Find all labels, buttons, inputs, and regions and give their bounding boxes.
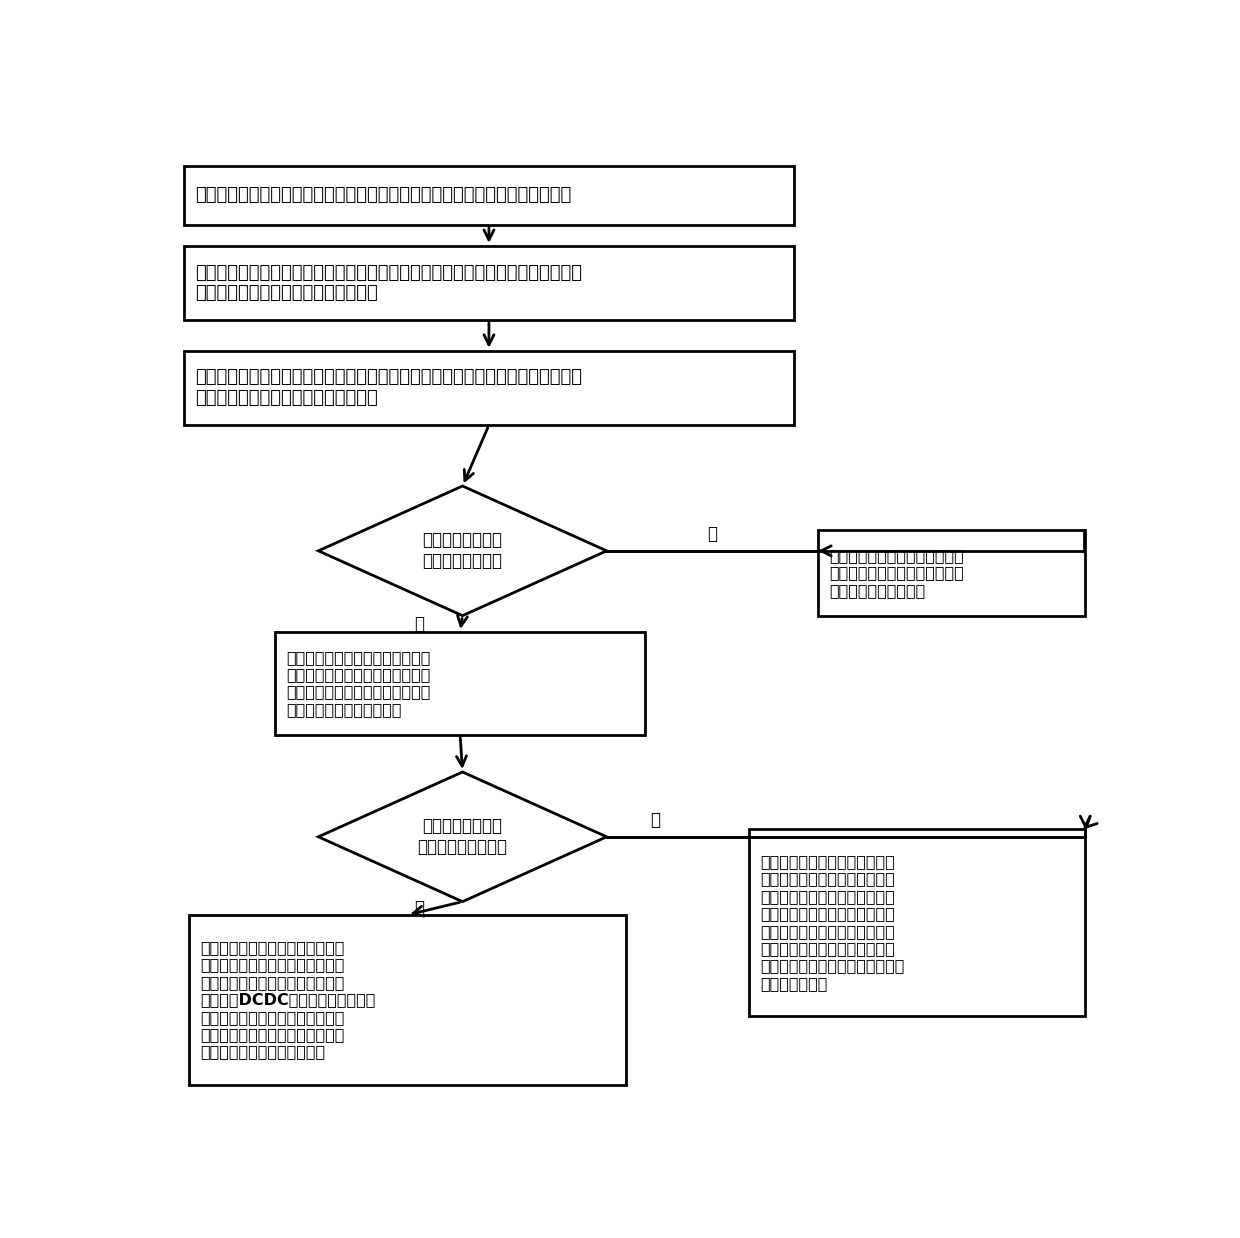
Text: 控制器控制第二和第四高压开关
保持断开，并发送停机指令给燃
料电池模块，发送故障信息提示
驾驶员目前仅有辅助动力电池模
块在维持驱动；燃料电池模块停
机后，断开: 控制器控制第二和第四高压开关 保持断开，并发送停机指令给燃 料电池模块，发送故障…: [760, 854, 905, 990]
Polygon shape: [319, 487, 606, 615]
Text: 是: 是: [707, 525, 718, 542]
Text: 第二绝缘监测模块
绝缘监测仍异常？: 第二绝缘监测模块 绝缘监测仍异常？: [423, 531, 502, 571]
Bar: [818, 530, 1085, 615]
Bar: [749, 829, 1085, 1016]
Text: 第二绝缘监测模块控制第二双路开
关断开，控制器控制第四高压开关
闭合，控制第二预充电模块完成非
隔离升压DCDC的高压上电，整车恢
复常规运行模式，燃料电池模块: 第二绝缘监测模块控制第二双路开 关断开，控制器控制第四高压开关 闭合，控制第二预…: [200, 940, 376, 1060]
Text: 燃料电池模块待机后，控制器控制第二和第四高压开关断开，闭合第一双路开关，
第一绝缘监测模块介入绝缘监测工作；: 燃料电池模块待机后，控制器控制第二和第四高压开关断开，闭合第一双路开关， 第一绝…: [196, 264, 583, 302]
Bar: [184, 166, 794, 225]
Bar: [184, 246, 794, 321]
Text: 控制器限制功率输出到零，断开
第三高压开关，并发送故障信息
提醒驾驶员停车检查；: 控制器限制功率输出到零，断开 第三高压开关，并发送故障信息 提醒驾驶员停车检查；: [830, 548, 965, 598]
Text: 第一绝缘监测模块控制第一双路开
关断开，第二绝缘监测模块控制第
二双路开关闭合，第二绝缘监测模
块开始执行绝缘监测工作；: 第一绝缘监测模块控制第一双路开 关断开，第二绝缘监测模块控制第 二双路开关闭合，…: [286, 650, 432, 717]
Text: 是: 是: [650, 811, 660, 828]
Text: 燃料电池模块待机后，控制器控制第二和第四高压开关断开，闭合第一双路开关，
第一绝缘监测模块介入绝缘监测工作；: 燃料电池模块待机后，控制器控制第二和第四高压开关断开，闭合第一双路开关， 第一绝…: [196, 369, 583, 407]
Bar: [188, 915, 626, 1084]
Text: 第一绝缘监测模块
绝缘监测持续异常？: 第一绝缘监测模块 绝缘监测持续异常？: [418, 817, 507, 857]
Text: 否: 否: [414, 615, 424, 633]
Bar: [275, 631, 645, 735]
Bar: [184, 350, 794, 425]
Text: 若第二绝缘监测模块绝缘监测持续异常，控制器发送待机指令给燃料电池模块；: 若第二绝缘监测模块绝缘监测持续异常，控制器发送待机指令给燃料电池模块；: [196, 186, 572, 204]
Polygon shape: [319, 773, 606, 901]
Text: 否: 否: [414, 899, 424, 917]
